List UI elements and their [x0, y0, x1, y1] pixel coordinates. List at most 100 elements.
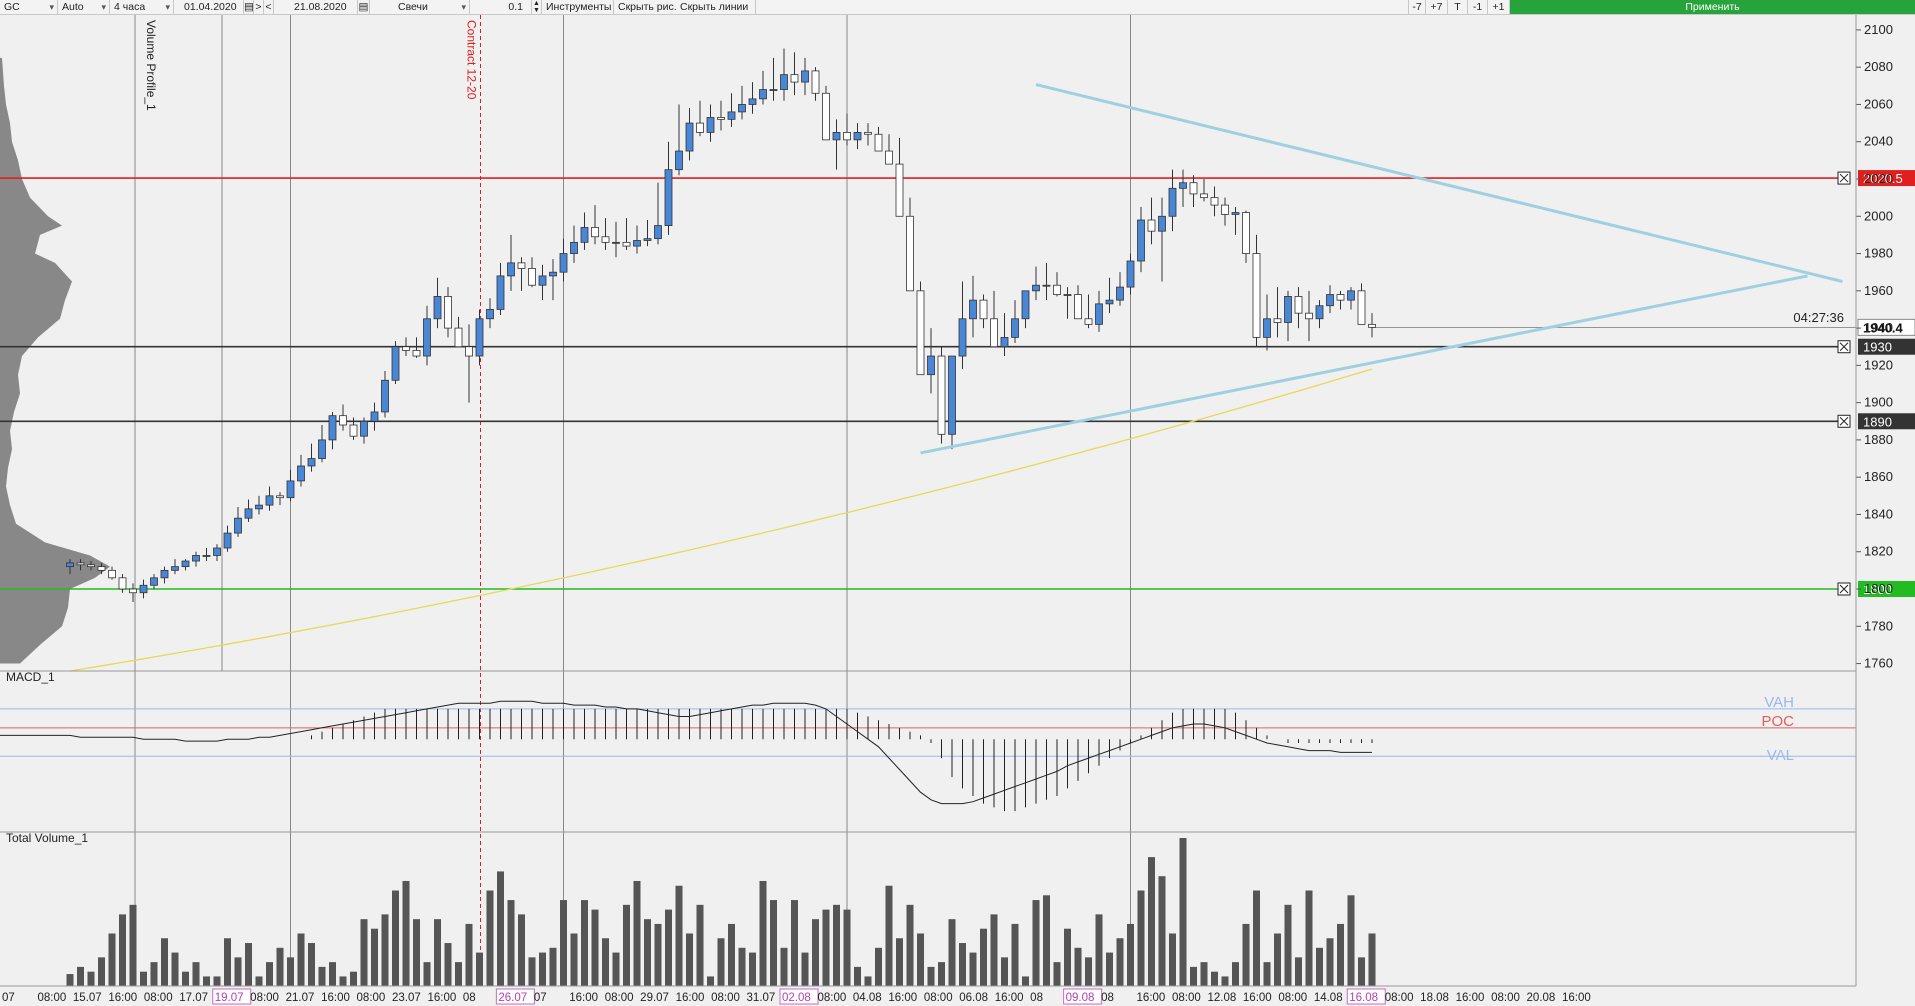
candle: [1368, 313, 1376, 338]
candle-body: [160, 569, 169, 579]
level-price-label: 1800: [1863, 582, 1892, 597]
step-forward-7-button[interactable]: +7: [1426, 0, 1448, 14]
volume-bar: [1232, 962, 1239, 986]
volume-bar: [791, 900, 798, 986]
time-tick-label: 02.08: [782, 992, 811, 1004]
volume-bar: [161, 938, 168, 986]
candle: [307, 443, 316, 472]
symbol-select[interactable]: GC: [0, 0, 58, 14]
chart-area[interactable]: 2020.5 1930 1890 1800 1940.4 2100 2080 2060 204…: [0, 15, 1915, 1006]
triangle-drawing[interactable]: [920, 83, 1843, 455]
volume-bar: [150, 962, 158, 986]
triangle-lower-trendline: [920, 274, 1808, 455]
date-from-calendar-icon[interactable]: ▤: [244, 0, 254, 14]
time-tick-label: 16:00: [1456, 992, 1485, 1004]
prev-button[interactable]: <: [264, 0, 274, 14]
candle: [1200, 179, 1208, 202]
candle: [727, 93, 736, 127]
volume-bar: [1148, 857, 1155, 986]
hide-lines-button[interactable]: Скрыть линии: [676, 0, 756, 14]
candle-body: [297, 465, 305, 482]
candle-body: [654, 225, 662, 240]
candle: [801, 57, 809, 96]
volume-bar: [1158, 876, 1166, 986]
candle: [990, 290, 998, 348]
volume-bar: [1074, 947, 1082, 986]
volume-bar: [266, 962, 273, 986]
volume-bar: [339, 976, 347, 986]
volume-bar: [182, 971, 189, 986]
volume-bar: [98, 957, 105, 986]
candle: [118, 574, 127, 593]
candle: [255, 495, 263, 515]
volume-bar: [276, 947, 284, 986]
tick-size-field[interactable]: 0.1: [470, 0, 532, 14]
toolbar: GC Auto 4 часа 01.04.2020 ▤ > < 21.08.20…: [0, 0, 1915, 15]
candle: [1042, 262, 1051, 301]
step-back-7-button[interactable]: -7: [1408, 0, 1426, 14]
volume-bar: [1200, 962, 1208, 986]
candle-body: [1357, 290, 1366, 325]
candle-body: [780, 74, 788, 90]
candle: [1273, 287, 1282, 338]
grid-lines: [134, 15, 1131, 986]
scale-mode-select[interactable]: Auto: [58, 0, 110, 14]
volume-bar: [938, 962, 945, 986]
level-price-tag: [1858, 413, 1915, 430]
volume-bar: [1305, 890, 1313, 986]
volume-bar: [864, 976, 872, 986]
candle-body: [1179, 182, 1187, 189]
time-tick-highlight: [212, 988, 252, 1005]
volume-bar: [728, 923, 735, 986]
volume-bar: [1284, 904, 1292, 986]
total-volume-panel: [66, 838, 1376, 986]
hide-drawings-button[interactable]: Скрыть рис.: [618, 1, 676, 13]
candle: [759, 70, 767, 105]
time-tick-label: 08:00: [1278, 992, 1307, 1004]
volume-profile-shape: [0, 57, 110, 664]
volume-bar: [801, 952, 809, 986]
volume-bar: [518, 914, 525, 986]
candle-body: [1189, 182, 1198, 195]
timeframe-select[interactable]: 4 часа: [110, 0, 174, 14]
date-to-calendar-icon[interactable]: ▤: [358, 0, 370, 14]
step-forward-1-button[interactable]: +1: [1488, 0, 1510, 14]
volume-profile: [0, 57, 110, 664]
date-to-field[interactable]: 21.08.2020: [274, 0, 358, 14]
candle-body: [381, 379, 389, 413]
candle-body: [339, 415, 347, 426]
volume-bar: [549, 947, 557, 986]
candle-body: [843, 132, 851, 141]
volume-bar: [497, 871, 504, 986]
apply-button[interactable]: Применить: [1510, 0, 1915, 14]
volume-bar: [560, 900, 567, 986]
candle-body: [412, 350, 421, 357]
candle-body: [549, 271, 557, 277]
time-tick-label: 08:00: [250, 992, 279, 1004]
candle-body: [696, 122, 704, 133]
candle-body: [1347, 290, 1355, 301]
mode-t-button[interactable]: T: [1448, 0, 1468, 14]
price-tick-label: 2020: [1864, 171, 1893, 186]
step-back-1-button[interactable]: -1: [1468, 0, 1488, 14]
candle-body: [990, 318, 998, 348]
volume-bar: [308, 943, 315, 986]
level-close-cross: [1839, 342, 1849, 352]
candle-body: [937, 355, 946, 435]
volume-bar: [990, 914, 998, 986]
candle-body: [559, 253, 568, 273]
date-from-field[interactable]: 01.04.2020: [174, 0, 244, 14]
candle: [360, 417, 368, 444]
price-tick-label: 1820: [1864, 544, 1893, 559]
candle-body: [1263, 318, 1271, 338]
candle-body: [1315, 305, 1324, 320]
next-button[interactable]: >: [254, 0, 264, 14]
chart-type-select[interactable]: Свечи: [370, 0, 470, 14]
tick-size-spinner-icon[interactable]: ▲ ▼: [532, 0, 542, 14]
candle: [958, 281, 967, 370]
time-tick-label: 08:00: [1172, 992, 1201, 1004]
candle: [591, 205, 599, 245]
candle: [1326, 285, 1334, 314]
time-tick-label: 06.08: [959, 992, 988, 1004]
instruments-button[interactable]: Инструменты: [542, 0, 614, 14]
